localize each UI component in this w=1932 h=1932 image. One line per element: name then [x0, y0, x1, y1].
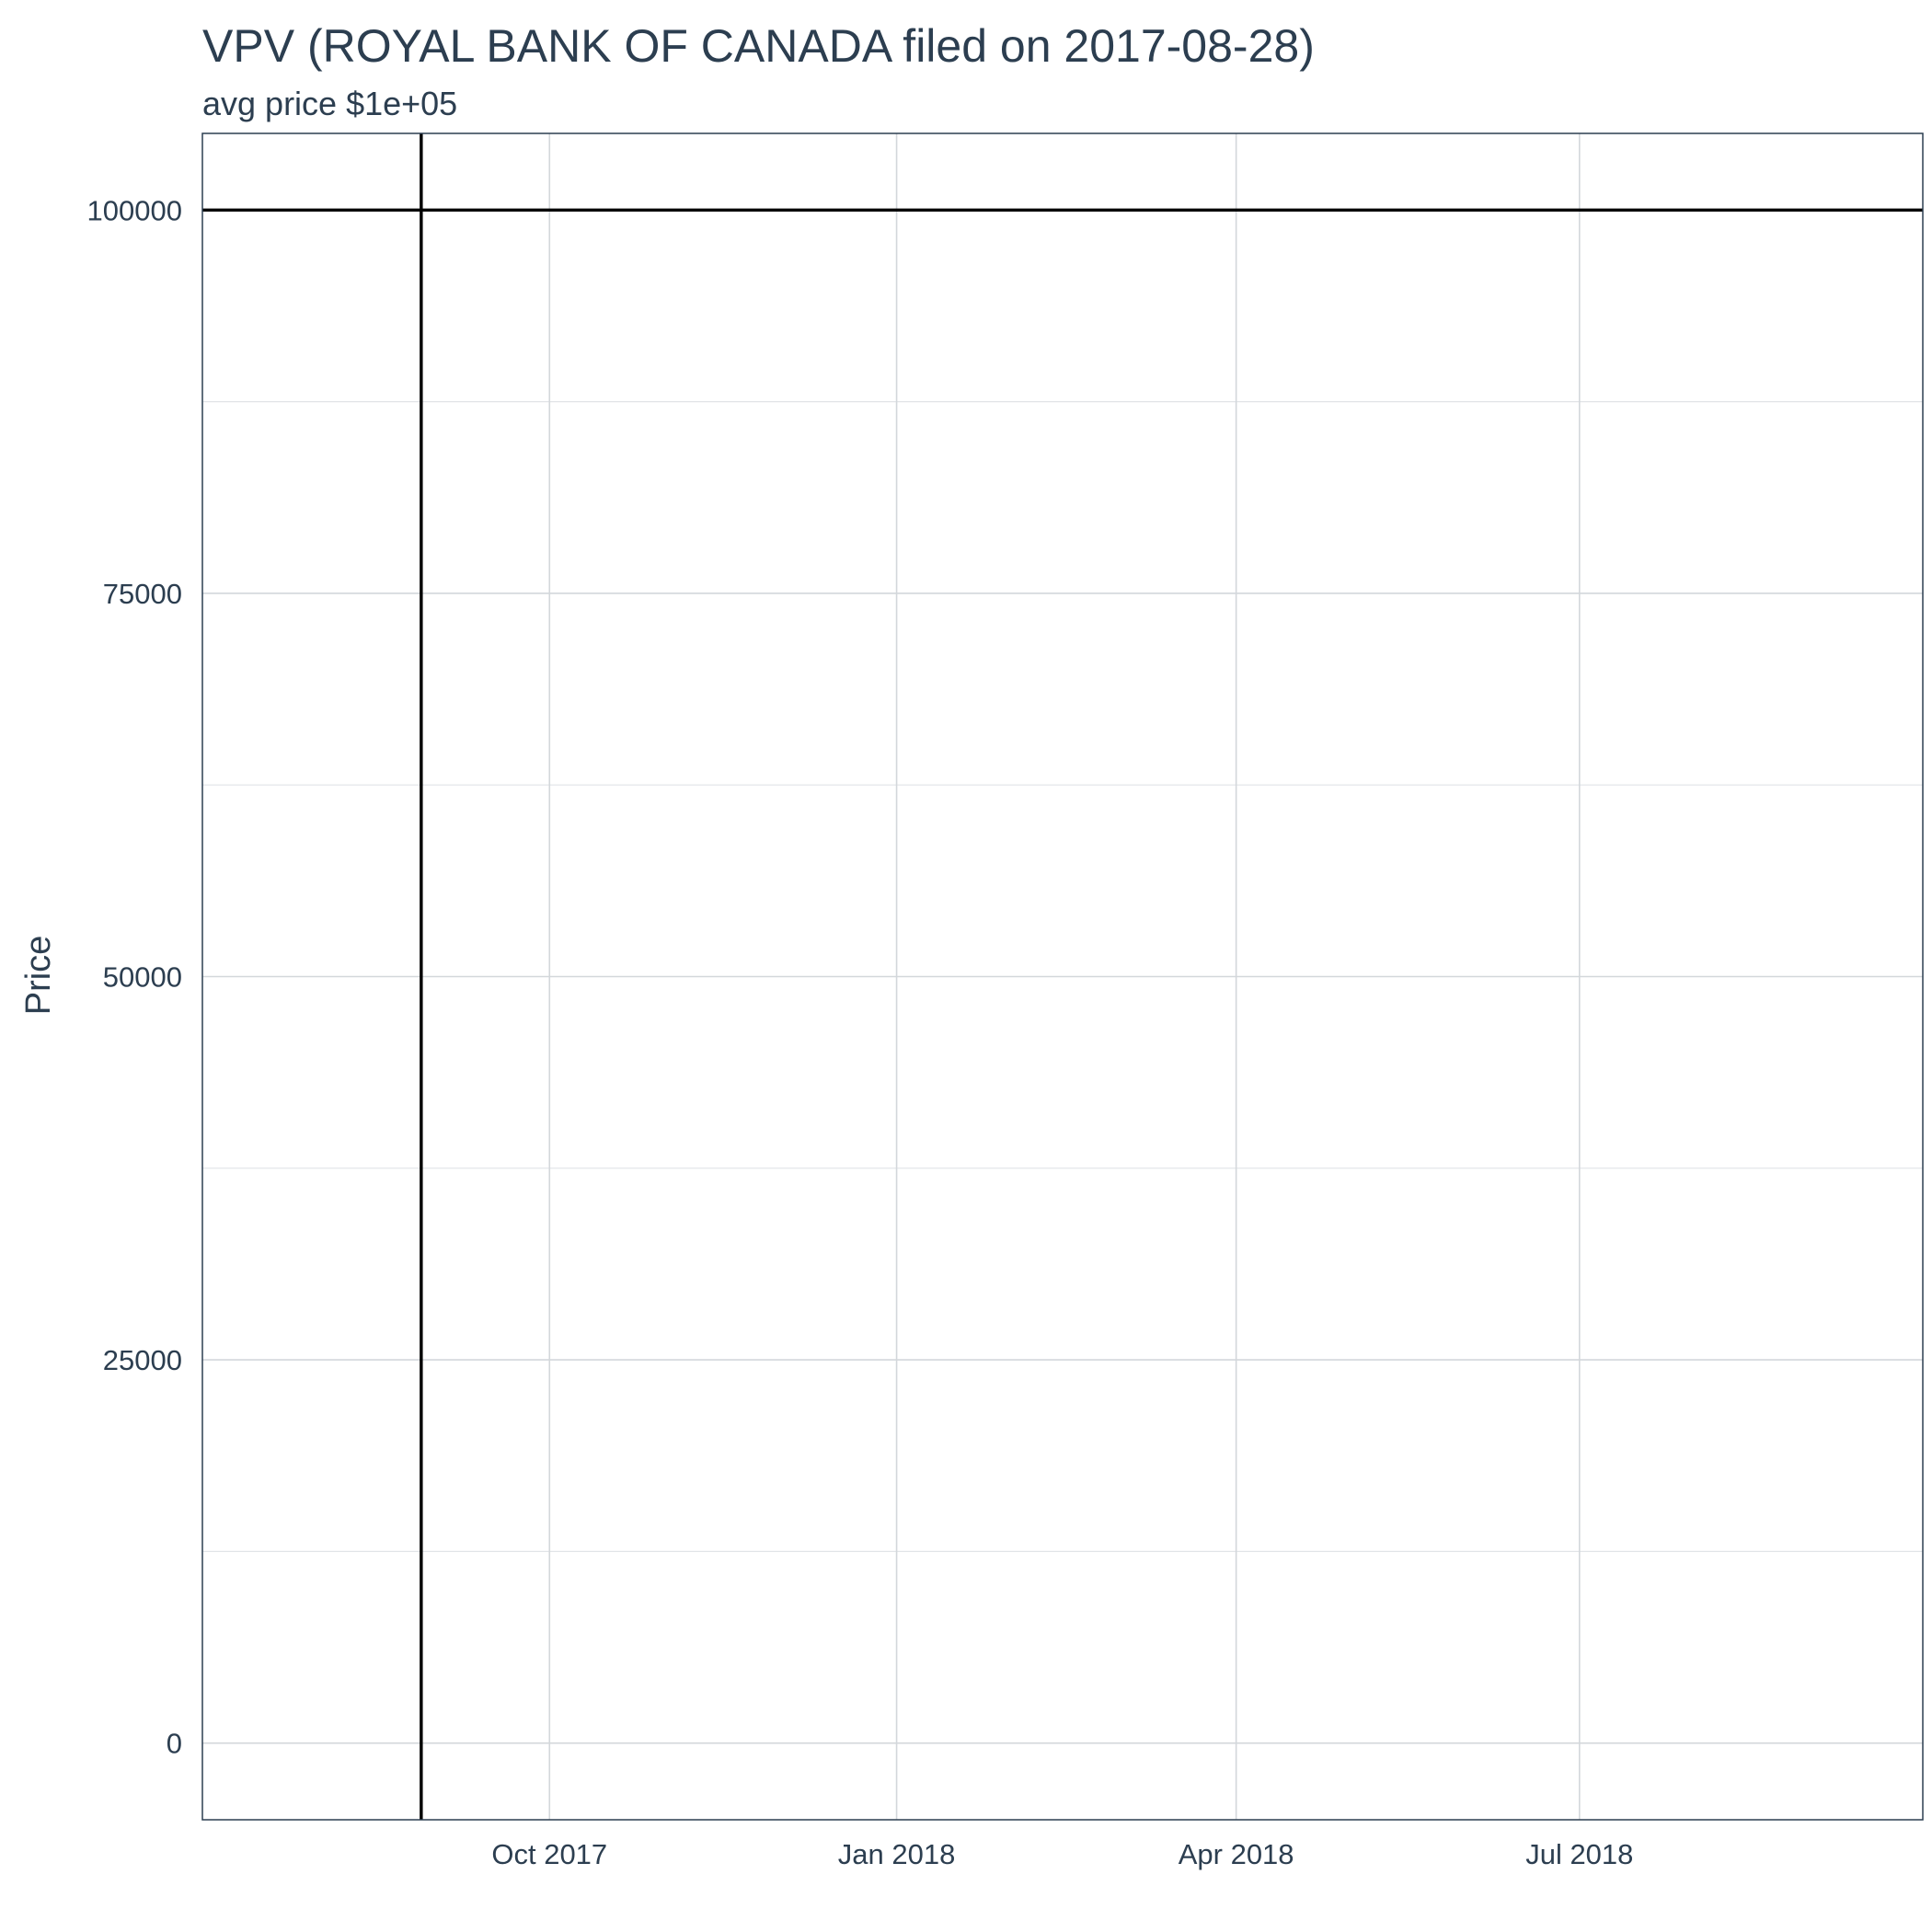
y-tick-label: 50000	[103, 961, 182, 994]
y-axis-title: Price	[19, 936, 58, 1016]
x-tick-label: Apr 2018	[1179, 1838, 1294, 1870]
reference-lines	[202, 133, 1923, 1820]
x-tick-label: Jul 2018	[1525, 1838, 1633, 1870]
x-tick-label: Oct 2017	[491, 1838, 607, 1870]
grid-lines	[202, 133, 1923, 1820]
x-axis-tick-labels: Oct 2017 Jan 2018 Apr 2018 Jul 2018	[491, 1838, 1633, 1870]
y-axis-tick-labels: 0 25000 50000 75000 100000	[87, 194, 182, 1759]
y-tick-label: 100000	[87, 194, 182, 226]
y-tick-label: 75000	[103, 578, 182, 610]
chart-subtitle: avg price $1e+05	[202, 85, 457, 122]
plot-panel-border	[201, 132, 1924, 1821]
y-tick-label: 0	[167, 1728, 182, 1760]
y-tick-label: 25000	[103, 1344, 182, 1376]
chart-title: VPV (ROYAL BANK OF CANADA filed on 2017-…	[202, 20, 1315, 72]
x-tick-label: Jan 2018	[838, 1838, 956, 1870]
